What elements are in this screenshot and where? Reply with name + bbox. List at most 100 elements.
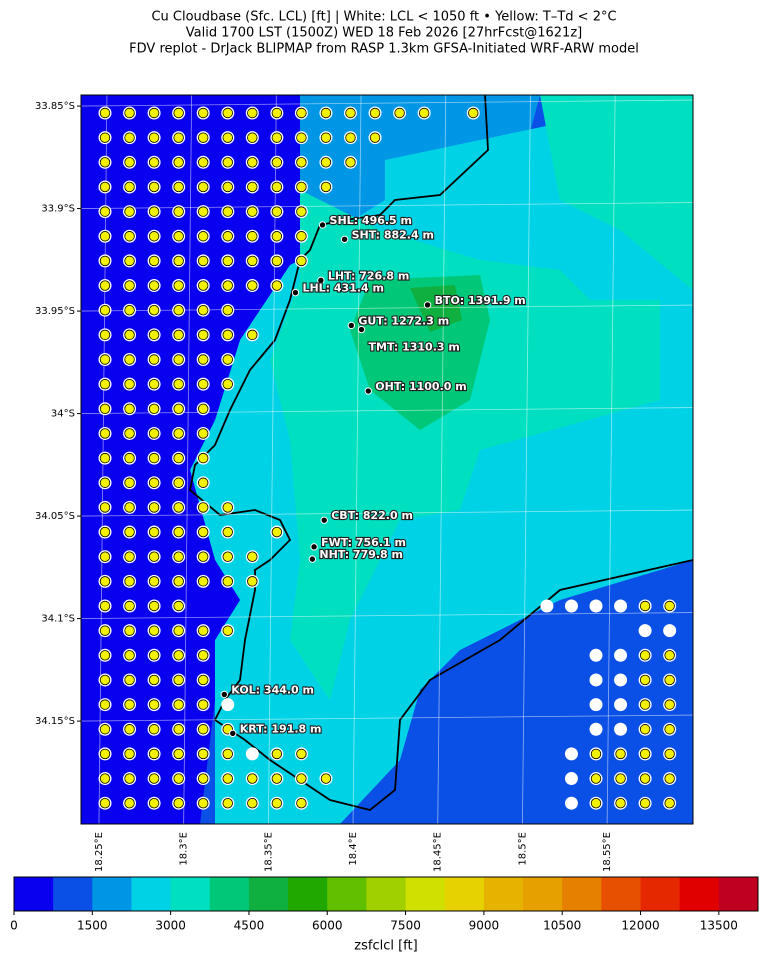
yellow-marker	[148, 255, 160, 267]
yellow-marker	[271, 798, 283, 809]
yellow-marker	[197, 625, 209, 636]
yellow-marker	[615, 773, 626, 784]
station-label: SHT: 882.4 m	[352, 228, 434, 241]
yellow-marker	[124, 674, 135, 686]
yellow-marker	[173, 329, 184, 341]
white-marker	[564, 772, 578, 786]
yellow-marker	[124, 600, 135, 612]
yellow-marker	[345, 132, 356, 143]
map-frame	[80, 94, 694, 825]
yellow-marker	[271, 157, 283, 168]
yellow-marker	[173, 157, 184, 168]
station	[423, 301, 432, 309]
yellow-marker	[99, 551, 111, 562]
yellow-marker	[222, 576, 233, 587]
colorbar-tick-label: 13500	[700, 919, 738, 933]
yellow-marker	[124, 477, 135, 488]
yellow-marker	[124, 452, 135, 464]
yellow-marker	[320, 107, 332, 119]
grid	[80, 94, 694, 825]
yellow-marker	[148, 650, 160, 661]
white-marker	[564, 599, 578, 613]
yellow-marker	[222, 255, 233, 267]
station-label: NHT: 779.8 m	[319, 548, 403, 561]
grid-line	[80, 714, 694, 722]
yellow-marker	[197, 650, 209, 661]
white-marker	[221, 698, 235, 712]
yellow-marker	[148, 329, 160, 341]
colorbar-segment	[405, 877, 446, 911]
yellow-marker	[99, 699, 111, 710]
yellow-marker	[320, 181, 332, 193]
station	[340, 235, 349, 244]
white-marker	[589, 722, 603, 736]
yellow-marker	[148, 576, 160, 587]
station	[318, 221, 327, 229]
yellow-marker	[148, 452, 160, 464]
yellow-marker	[247, 329, 258, 341]
white-marker	[589, 698, 603, 712]
yellow-marker	[173, 206, 184, 217]
yellow-marker	[173, 255, 184, 267]
yellow-marker	[99, 181, 111, 193]
yellow-marker	[124, 403, 135, 415]
white-marker	[614, 648, 628, 662]
grid-line	[437, 94, 447, 825]
yellow-marker	[664, 699, 675, 710]
yellow-marker	[639, 600, 651, 612]
colorbar-segment	[92, 877, 132, 911]
yellow-marker	[148, 748, 160, 760]
yellow-marker	[247, 132, 258, 143]
yellow-marker	[99, 280, 111, 291]
yellow-marker	[664, 798, 675, 809]
yellow-marker	[124, 576, 135, 587]
yellow-marker	[222, 773, 233, 784]
y-tick-label: 33.9°S	[41, 204, 75, 215]
yellow-marker	[197, 132, 209, 143]
yellow-marker	[222, 748, 233, 760]
yellow-marker	[173, 132, 184, 143]
yellow-marker	[664, 600, 675, 612]
yellow-marker	[99, 329, 111, 341]
yellow-marker	[173, 305, 184, 316]
yellow-marker	[148, 206, 160, 217]
yellow-marker	[99, 650, 111, 661]
yellow-marker	[222, 181, 233, 193]
yellow-marker	[197, 551, 209, 562]
station-label: LHT: 726.8 m	[328, 269, 409, 282]
yellow-marker	[247, 181, 258, 193]
yellow-marker	[99, 132, 111, 143]
yellow-marker	[296, 773, 307, 784]
x-tick-label: 18.55°E	[602, 832, 613, 872]
grid-line	[80, 509, 694, 517]
yellow-marker	[173, 280, 184, 291]
yellow-marker	[124, 551, 135, 562]
yellow-marker	[271, 206, 283, 217]
yellow-marker	[148, 526, 160, 538]
yellow-marker	[173, 724, 184, 735]
yellow-marker	[296, 748, 307, 760]
colorbar-segment	[131, 877, 172, 911]
colorbar-frame	[13, 876, 759, 912]
yellow-marker	[173, 625, 184, 636]
station-label: BTO: 1391.9 m	[435, 294, 526, 307]
white-marker	[614, 673, 628, 687]
yellow-marker	[99, 674, 111, 686]
yellow-marker	[99, 798, 111, 809]
colorbar-tick-label: 4500	[234, 919, 265, 933]
station-label: CBT: 822.0 m	[331, 509, 413, 522]
yellow-marker	[222, 132, 233, 143]
yellow-marker	[296, 798, 307, 809]
yellow-marker	[148, 181, 160, 193]
yellow-marker	[124, 625, 135, 636]
station	[308, 555, 317, 563]
yellow-marker	[99, 305, 111, 316]
yellow-marker	[639, 674, 651, 686]
station-label: SHL: 496.5 m	[330, 214, 412, 227]
colorbar-tick-label: 9000	[469, 919, 500, 933]
grid-line	[522, 94, 531, 825]
yellow-marker	[148, 354, 160, 365]
yellow-marker	[590, 773, 602, 784]
yellow-marker	[124, 798, 135, 809]
colorbar-tick-label: 6000	[312, 919, 343, 933]
